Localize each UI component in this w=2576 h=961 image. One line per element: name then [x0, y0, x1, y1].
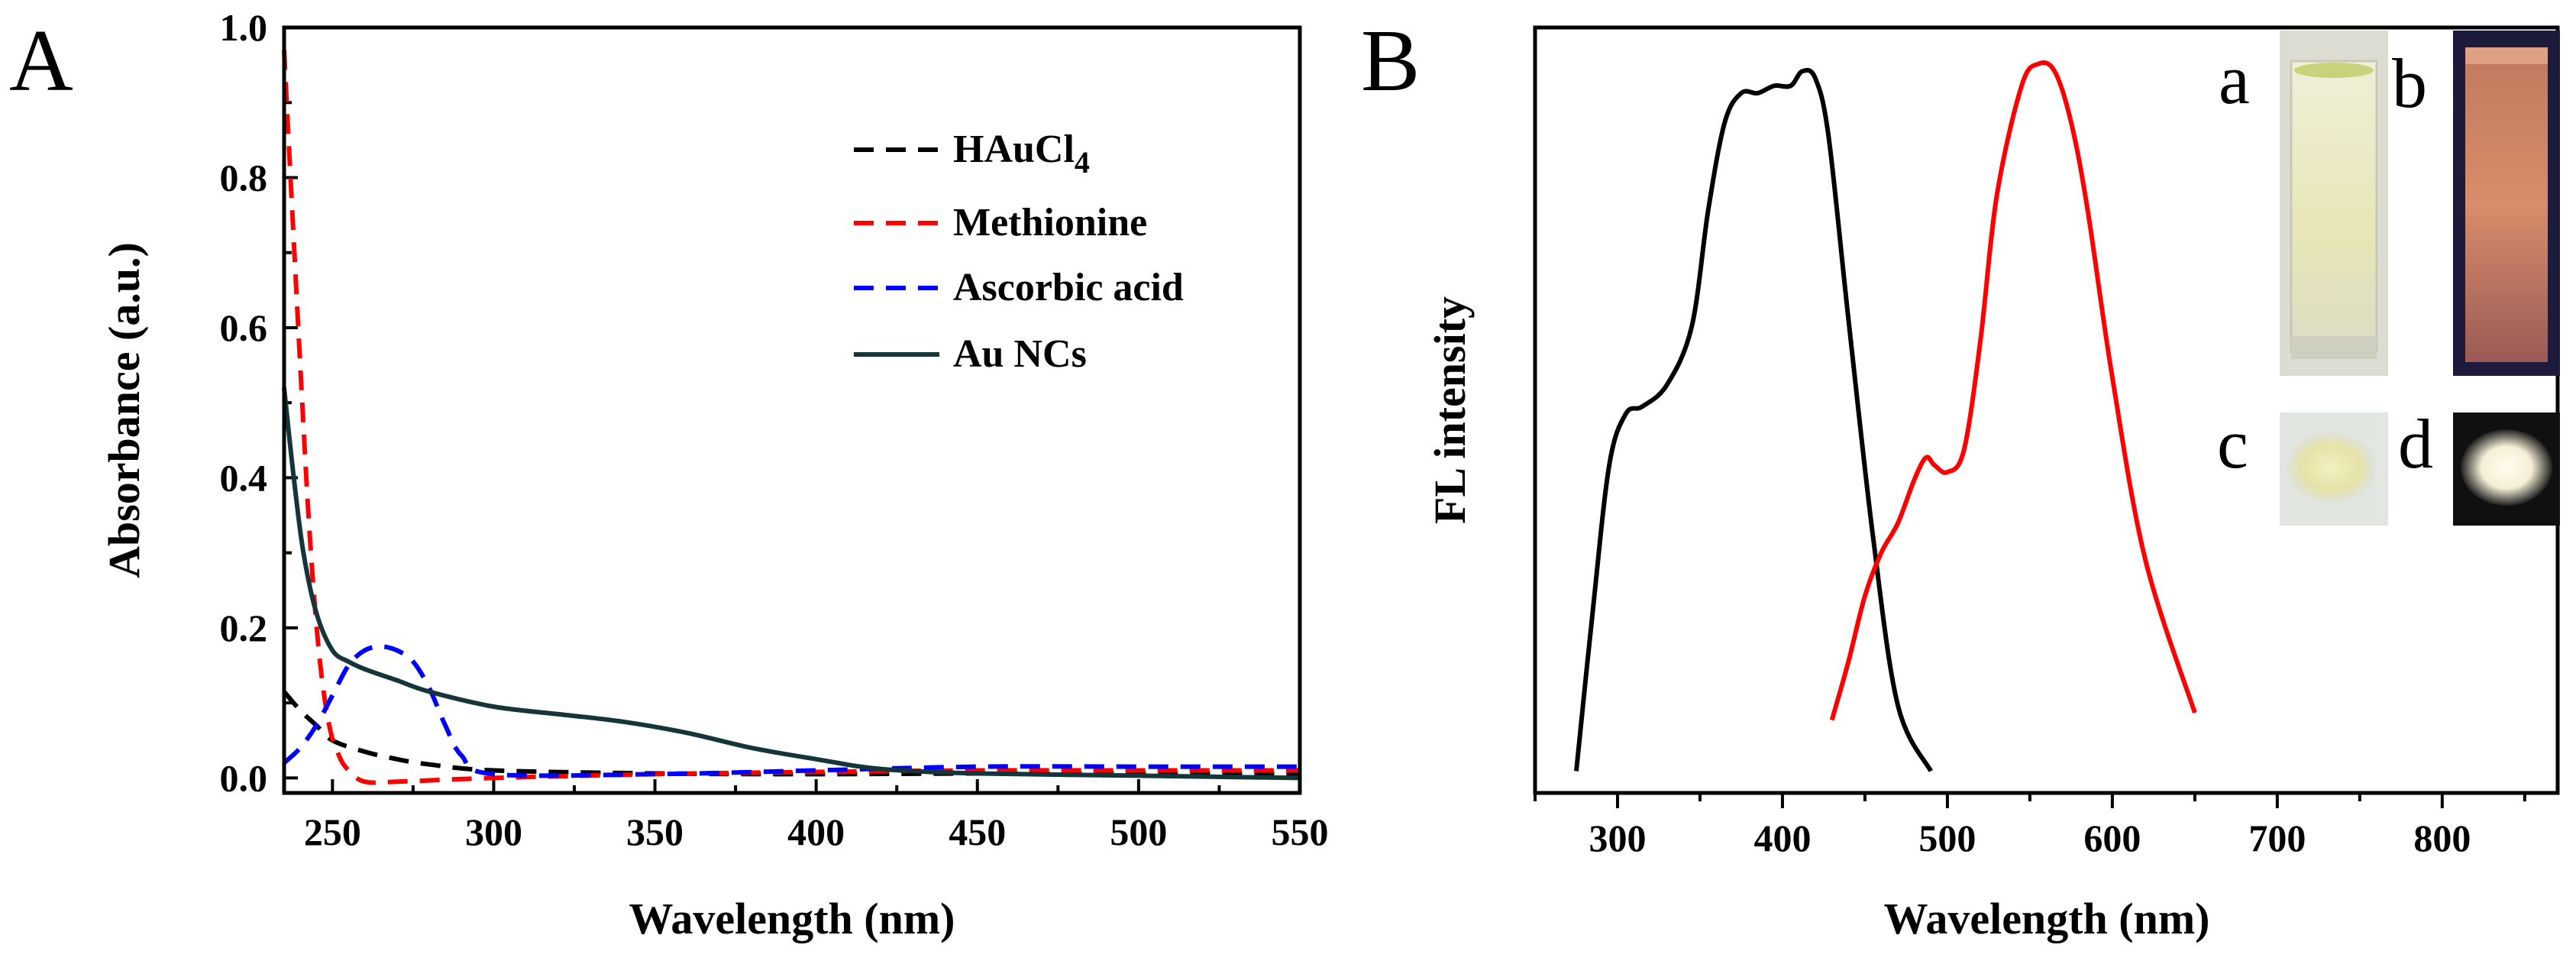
x-tick-label: 600 [2083, 817, 2141, 859]
panel-b-y-axis-title: FL intensity [1425, 296, 1475, 524]
panel-b-series [1574, 60, 2197, 772]
y-tick-label: 1.0 [220, 6, 268, 49]
x-tick-label: 450 [949, 811, 1006, 853]
x-tick-label: 400 [1753, 817, 1811, 859]
series-line-methionine [282, 50, 1300, 785]
panel-a-letter: A [9, 12, 73, 110]
y-tick-label: 0.0 [220, 756, 268, 799]
series-line-au-ncs [282, 387, 1301, 781]
panel-a: A 250 300 350 400 450 500 550 0.0 0.2 0.… [9, 6, 1329, 943]
x-tick-label: 500 [1918, 817, 1976, 859]
legend-label-methionine: Methionine [953, 201, 1147, 244]
inset-photo-c-powder [2280, 413, 2388, 526]
panel-a-series [282, 50, 1301, 785]
y-tick-label: 0.6 [220, 306, 268, 349]
panel-b-insets: a b c d [2217, 31, 2560, 526]
x-tick-label: 700 [2248, 817, 2306, 859]
panel-b-plot-frame [1533, 25, 2560, 795]
y-tick-label: 0.2 [220, 607, 268, 649]
inset-photo-d-powder [2453, 413, 2560, 526]
inset-letter-a: a [2219, 40, 2250, 118]
panel-a-legend: HAuCl4 Methionine Ascorbic acid Au NCs [854, 128, 1184, 376]
series-line-ascorbic-acid [282, 644, 1300, 778]
panel-b-x-tick-labels: 300 400 500 600 700 800 [1589, 817, 2471, 859]
panel-a-x-tick-labels: 250 300 350 400 450 500 550 [304, 811, 1329, 853]
x-tick-label: 250 [304, 811, 361, 853]
panel-a-x-axis-title: Wavelength (nm) [629, 894, 955, 943]
x-tick-label: 500 [1110, 811, 1167, 853]
x-tick-label: 550 [1272, 811, 1329, 853]
panel-a-ticks [284, 26, 1301, 793]
inset-letter-d: d [2398, 405, 2433, 483]
series-line-emission [1829, 60, 2197, 721]
x-tick-label: 300 [465, 811, 522, 853]
y-tick-label: 0.4 [220, 456, 268, 499]
inset-letter-b: b [2392, 44, 2427, 122]
x-tick-label: 800 [2413, 817, 2471, 859]
legend-label-ascorbic-acid: Ascorbic acid [953, 266, 1184, 309]
panel-b-letter: B [1361, 12, 1420, 110]
x-tick-label: 400 [787, 811, 845, 853]
legend-label-haucl4: HAuCl4 [953, 128, 1090, 180]
panel-a-y-tick-labels: 0.0 0.2 0.4 0.6 0.8 1.0 [220, 6, 268, 799]
legend-label-au-ncs: Au NCs [953, 332, 1087, 376]
y-tick-label: 0.8 [220, 156, 268, 199]
inset-photo-a-cuvette [2280, 31, 2388, 376]
panel-b: B 300 400 500 600 700 800 a b [1361, 12, 2560, 943]
panel-a-y-axis-title: Absorbance (a.u.) [99, 242, 149, 578]
x-tick-label: 300 [1589, 817, 1646, 859]
panel-b-x-axis-title: Wavelength (nm) [1884, 894, 2210, 943]
series-line-excitation [1574, 67, 1933, 772]
inset-letter-c: c [2217, 405, 2248, 483]
panel-b-ticks [1534, 793, 2526, 808]
x-tick-label: 350 [626, 811, 684, 853]
panel-a-plot-frame [282, 25, 1302, 795]
inset-photo-b-cuvette [2453, 31, 2560, 376]
